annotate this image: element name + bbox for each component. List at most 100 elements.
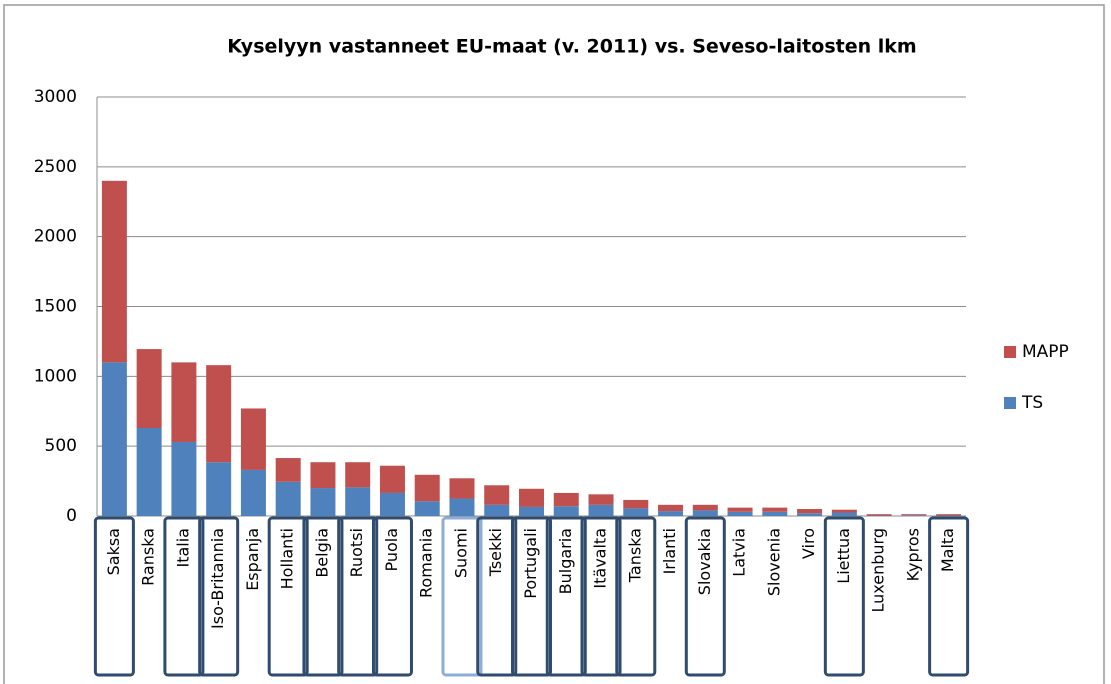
x-tick-label: Latvia [730,528,749,577]
x-tick-label: Romania [417,528,436,598]
x-tick-label: Espanja [243,528,262,591]
y-tick-label: 1000 [34,366,77,386]
legend-swatch [1004,346,1016,358]
bar-segment [240,469,266,516]
y-tick-label: 1500 [34,297,77,317]
bar-segment [553,492,579,507]
x-tick-label: Belgia [312,528,331,578]
label-box [476,516,518,677]
x-tick-label: Tanska [625,528,644,583]
label-box [511,516,552,677]
bar-segment [449,498,475,516]
bar-segment [345,462,371,488]
y-tick-label: 3000 [34,87,77,107]
y-tick-label: 2500 [34,157,77,177]
bar-segment [727,511,753,516]
x-tick-label: Liettua [834,528,853,584]
label-box [371,516,413,677]
bar-segment [519,488,544,507]
bar-segment [240,408,266,470]
bar-segment [901,514,927,516]
bar-segment [275,458,301,482]
bar-segment [762,507,788,512]
bar-segment [345,487,371,516]
label-box [163,516,205,677]
bar-segment [658,504,684,512]
x-tick-label: Puola [382,528,401,572]
x-tick-label: Viro [799,528,818,559]
bar-segment [797,513,823,516]
x-tick-label: Bulgaria [556,528,575,594]
bar-segment [414,501,440,516]
x-tick-label: Kypros [903,528,922,581]
x-tick-label: Tsekki [486,528,505,577]
bar-segment [692,510,718,516]
bar-segment [936,514,962,516]
bar-segment [275,481,301,516]
x-tick-label: Irlanti [660,528,679,574]
label-box [93,516,135,677]
bar-segment [101,180,127,363]
bar-segment [797,509,823,514]
bar-segment [171,441,197,516]
legend-swatch [1004,397,1016,409]
bar-segment [866,514,892,516]
legend-label: TS [1021,393,1043,413]
label-box [928,516,970,677]
bar-segment [658,511,684,516]
bar-segment [553,506,579,516]
bar-segment [136,428,162,516]
label-box [302,516,344,677]
legend-label: MAPP [1022,342,1069,362]
x-tick-label: Ruotsi [347,528,366,577]
x-tick-label: Iso-Britannia [208,528,227,629]
bar-segment [484,485,510,505]
bar-segment [449,478,475,499]
bar-segment [379,492,405,516]
bar-segment [588,494,614,505]
y-tick-label: 500 [45,436,77,456]
bar-segment [310,462,336,489]
x-tick-label: Slovakia [695,528,714,595]
label-box [198,516,240,677]
x-tick-label: Hollanti [278,528,297,589]
bar-segment [136,349,162,429]
bar-segment [519,506,544,516]
x-tick-label: Saksa [104,528,123,575]
bar-segment [762,511,788,516]
bar-segment [831,509,857,513]
bar-segment [831,512,857,516]
bar-segment [727,507,753,512]
bar-segment [171,362,197,442]
x-tick-label: Italia [173,528,192,568]
x-tick-label: Suomi [451,528,470,578]
bar-segment [623,499,649,509]
x-tick-label: Itävalta [591,528,610,589]
label-box [615,516,657,677]
label-box [684,516,726,677]
x-tick-label: Portugali [521,528,540,599]
bar-segment [901,515,927,516]
bar-segment [588,504,614,516]
label-box [545,516,587,677]
x-tick-label: Ranska [139,528,158,586]
label-box [580,516,622,677]
y-tick-label: 0 [66,506,77,526]
bar-segment [414,474,440,502]
y-tick-label: 2000 [34,227,77,247]
chart-title: Kyselyyn vastanneet EU-maat (v. 2011) vs… [227,36,916,58]
bar-segment [692,504,718,511]
label-box [823,516,865,677]
bar-segment [206,365,232,463]
bar-segment [623,508,649,516]
bar-segment [101,362,127,516]
x-tick-label: Malta [938,528,957,572]
x-tick-label: Luxenburg [869,528,888,612]
label-box [267,516,309,677]
label-box [441,516,483,677]
bar-segment [206,462,232,516]
label-box [337,516,379,677]
bar-segment [379,465,405,493]
bar-segment [310,488,336,516]
